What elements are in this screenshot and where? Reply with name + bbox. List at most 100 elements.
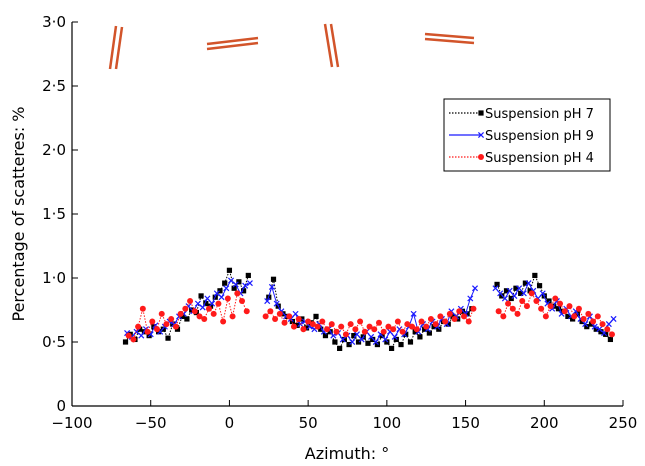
data-point (205, 305, 212, 312)
data-point (204, 295, 211, 302)
data-point (139, 305, 146, 312)
data-point (217, 288, 223, 294)
data-point (199, 304, 206, 311)
data-point (582, 321, 589, 328)
y-tick-label: 1·0 (42, 269, 66, 287)
data-point (196, 313, 203, 320)
data-point (423, 323, 430, 330)
data-point (503, 288, 510, 294)
data-point (431, 324, 437, 330)
data-point (525, 280, 532, 287)
data-point (280, 311, 286, 317)
data-point (322, 333, 329, 339)
data-point (467, 295, 474, 302)
data-point (459, 308, 466, 314)
data-point (374, 341, 381, 348)
data-point (174, 326, 181, 332)
data-point (437, 313, 444, 320)
data-point (137, 326, 143, 332)
y-tick-label: 2·5 (42, 77, 66, 95)
data-point (215, 300, 222, 307)
data-point (300, 326, 307, 333)
legend: Suspension pH 7 Suspension pH 9 Suspension… (443, 98, 611, 172)
data-point (272, 315, 279, 322)
data-point (385, 323, 392, 330)
data-point (232, 281, 239, 288)
data-point (370, 336, 376, 343)
data-point (604, 326, 611, 333)
data-point (533, 298, 540, 305)
data-point (262, 313, 269, 320)
data-point (546, 298, 552, 304)
data-point (371, 326, 378, 333)
data-point (122, 339, 129, 345)
data-point (436, 326, 442, 332)
data-point (270, 276, 277, 282)
data-point (234, 290, 241, 297)
data-point (361, 328, 368, 335)
data-point (328, 321, 335, 328)
series-3 (125, 290, 615, 343)
data-point (231, 285, 237, 291)
data-point (353, 331, 360, 338)
data-point (264, 298, 271, 305)
data-point (404, 321, 411, 328)
data-point (341, 336, 347, 343)
data-point (608, 331, 615, 338)
data-point (409, 323, 416, 330)
data-point (292, 310, 299, 317)
data-point (492, 285, 499, 292)
data-point (497, 290, 504, 297)
data-point (246, 280, 253, 287)
data-point (520, 290, 527, 297)
data-point (390, 326, 397, 333)
data-point (445, 321, 451, 327)
data-point (426, 330, 432, 336)
data-point (303, 325, 310, 331)
data-point (294, 322, 300, 328)
data-point (470, 305, 477, 312)
data-point (579, 318, 585, 325)
data-point (580, 315, 587, 322)
data-point (172, 323, 179, 330)
data-point (154, 326, 161, 333)
data-point (547, 303, 554, 310)
data-point (184, 316, 190, 322)
data-point (393, 336, 399, 343)
data-point (268, 283, 275, 290)
x-tick-label: 0 (225, 414, 235, 432)
data-point (351, 333, 357, 339)
data-point (499, 293, 505, 299)
data-point (243, 308, 250, 315)
data-point (412, 329, 418, 335)
data-point (495, 308, 502, 315)
data-point (338, 323, 345, 330)
data-point (513, 285, 519, 291)
data-point (333, 328, 340, 335)
data-point (138, 332, 145, 339)
x-axis-title: Azimuth: ° (305, 444, 389, 463)
data-point (168, 315, 175, 322)
data-point (571, 313, 578, 320)
data-point (224, 295, 231, 302)
data-point (290, 323, 297, 330)
data-point (226, 267, 233, 273)
data-point (163, 321, 170, 328)
x-tick-label: 50 (299, 414, 318, 432)
data-point (182, 305, 189, 312)
data-point (366, 323, 373, 330)
data-point (242, 282, 249, 289)
data-point (305, 318, 312, 325)
data-point (588, 321, 595, 327)
data-point (273, 300, 280, 307)
data-point (240, 288, 247, 294)
data-point (158, 310, 165, 317)
data-point (590, 318, 597, 325)
y-ticks: 0 0·5 1·0 1·5 2·0 2·5 3·0 (42, 13, 78, 415)
data-point (267, 308, 274, 315)
data-point (500, 313, 507, 320)
data-point (501, 295, 508, 302)
x-tick-label: −100 (51, 414, 92, 432)
y-tick-label: 0·5 (42, 333, 66, 351)
y-tick-label: 1·5 (42, 205, 66, 223)
